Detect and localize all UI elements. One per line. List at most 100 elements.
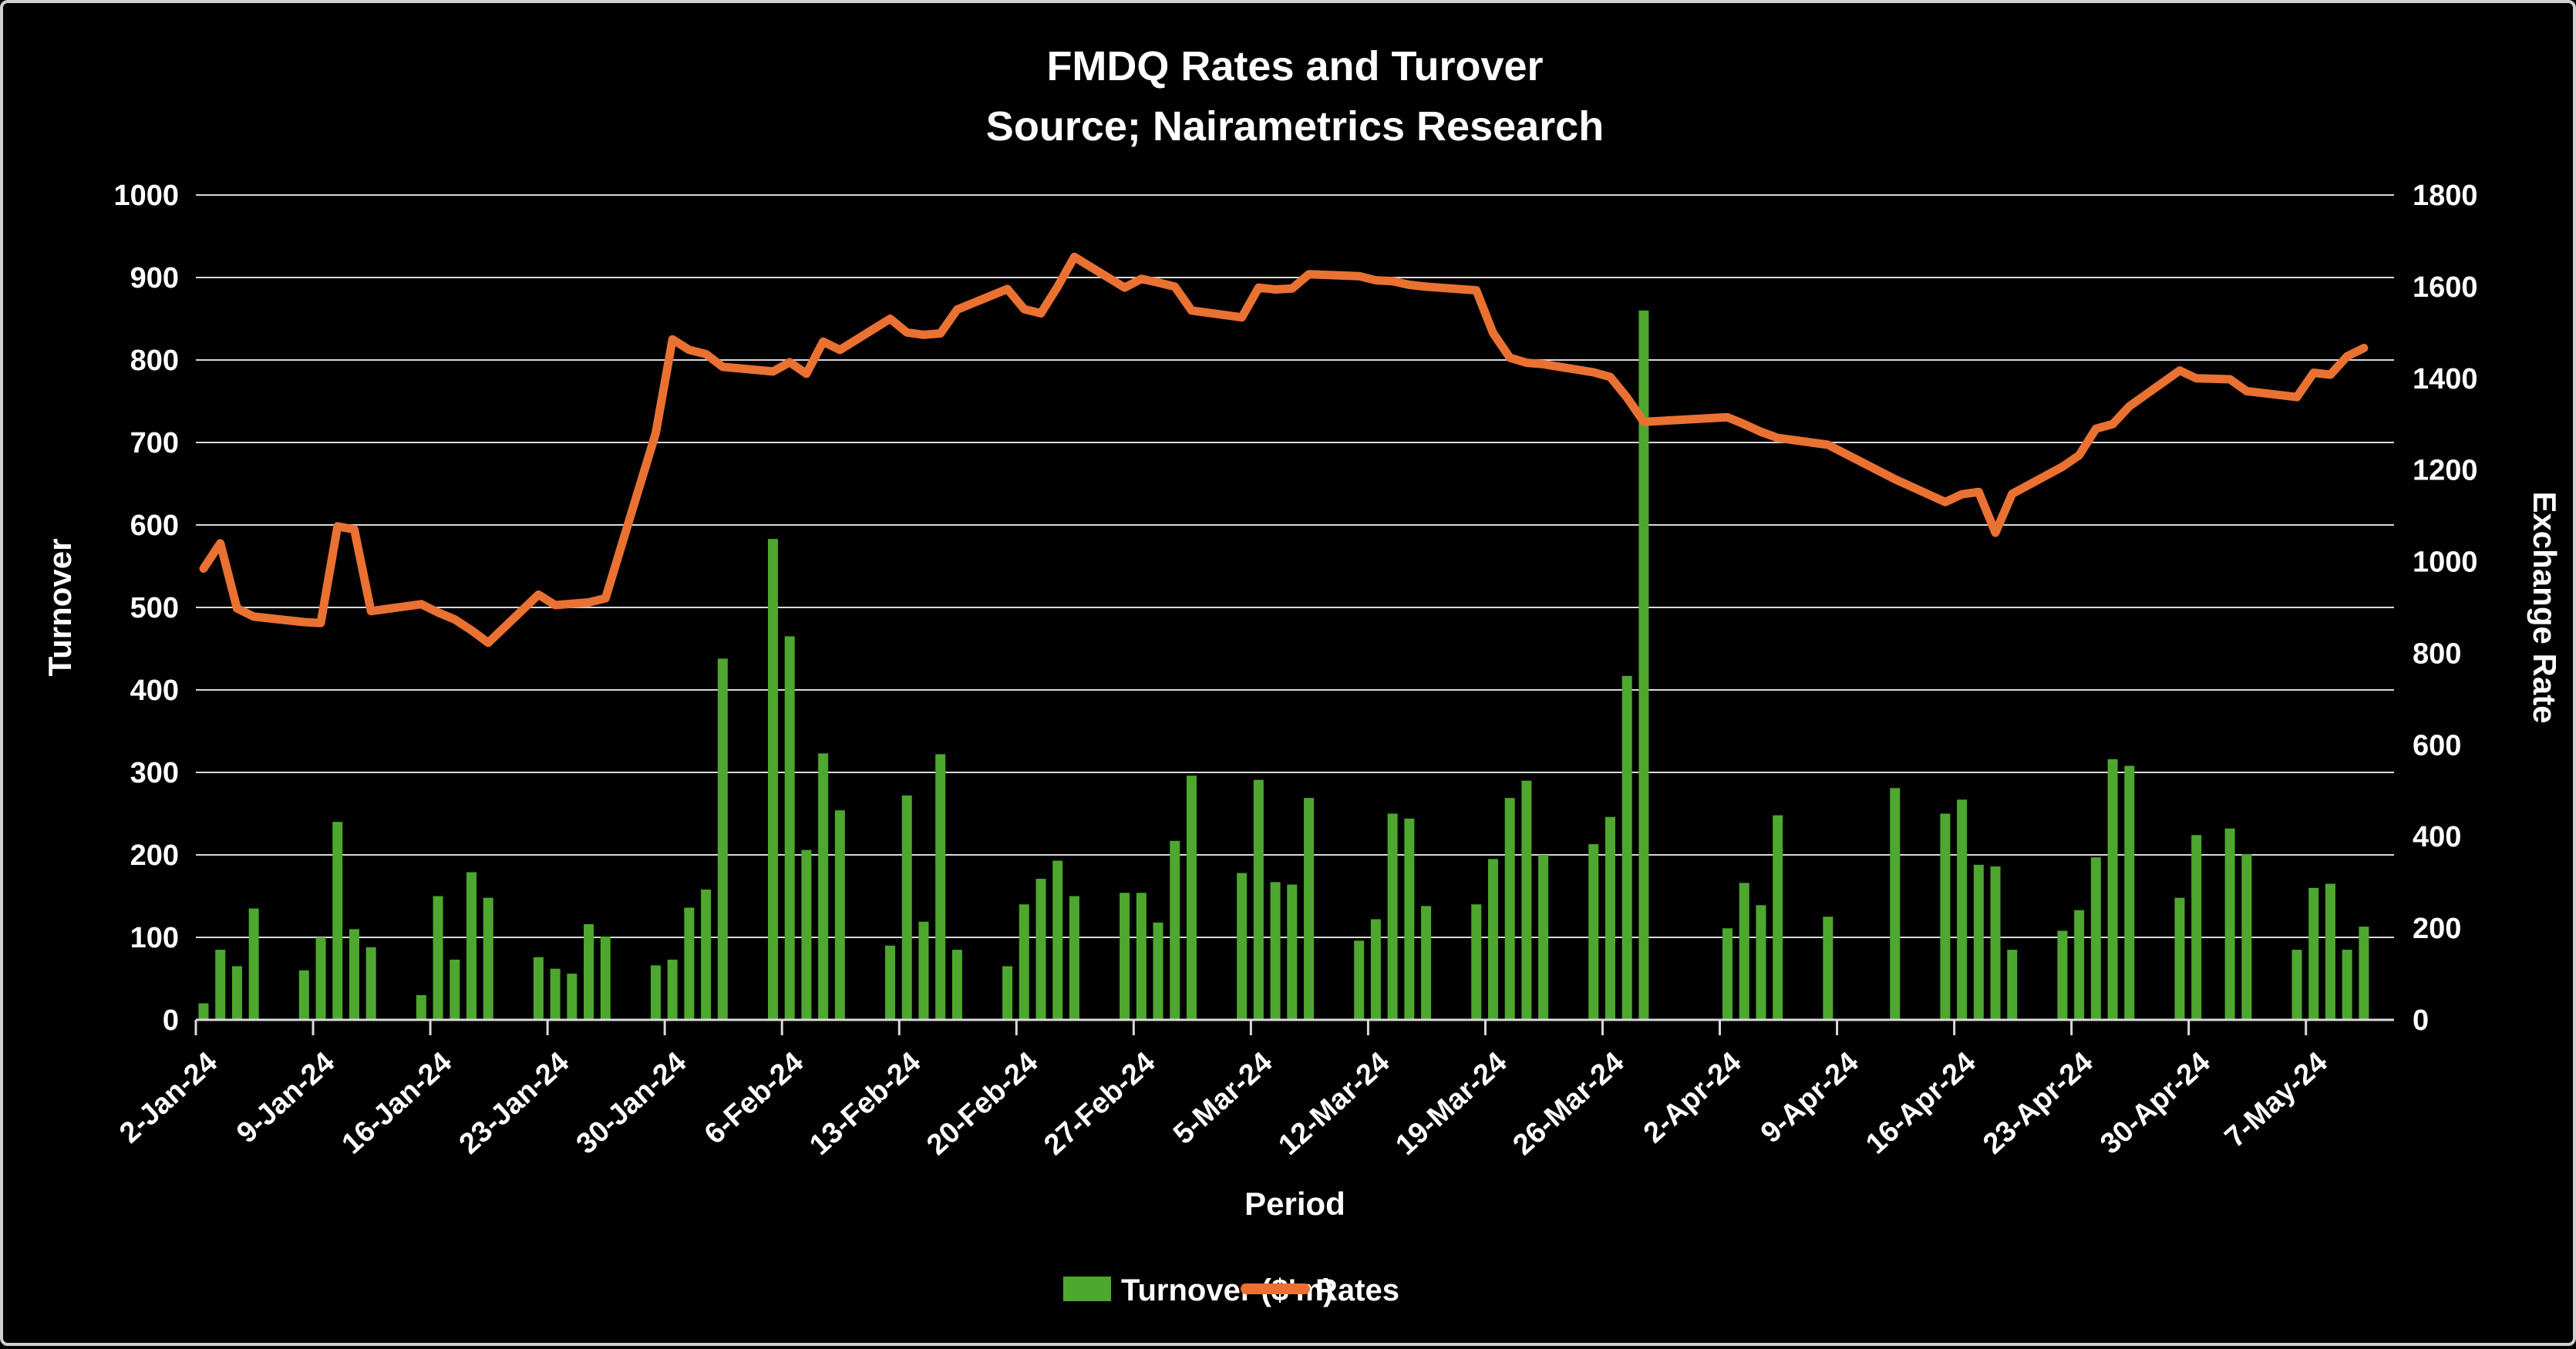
left-axis-tick-label: 300 <box>130 757 179 789</box>
right-axis-tick-label: 1800 <box>2413 180 2478 212</box>
turnover-bar <box>1471 904 1482 1020</box>
turnover-bar <box>1890 788 1901 1020</box>
turnover-bar <box>2174 897 2185 1020</box>
turnover-bar <box>450 959 460 1020</box>
x-axis-title: Period <box>1244 1186 1345 1222</box>
turnover-bar <box>1052 860 1063 1020</box>
right-axis-tick-label: 400 <box>2413 821 2461 853</box>
x-axis-tick-label: 30-Jan-24 <box>571 1046 692 1161</box>
left-axis-tick-label: 700 <box>130 427 179 459</box>
turnover-bar <box>901 795 912 1020</box>
turnover-bar <box>701 889 712 1020</box>
left-axis-tick-label: 800 <box>130 345 179 377</box>
turnover-bar <box>1370 919 1381 1020</box>
turnover-bar <box>1940 813 1951 1020</box>
turnover-bar <box>567 974 577 1020</box>
turnover-bar <box>1170 840 1180 1020</box>
turnover-bar <box>1722 928 1733 1020</box>
turnover-bar <box>1153 922 1163 1020</box>
x-axis-tick-label: 20-Feb-24 <box>921 1046 1044 1162</box>
turnover-bar <box>1019 904 1029 1020</box>
turnover-bar <box>1287 884 1298 1020</box>
turnover-bar <box>349 929 359 1020</box>
turnover-bar <box>433 896 443 1020</box>
right-axis-tick-label: 1000 <box>2413 547 2478 579</box>
turnover-bar <box>1304 798 1315 1020</box>
turnover-bar <box>1421 906 1432 1020</box>
left-axis-tick-label: 600 <box>130 510 179 542</box>
turnover-bar <box>2342 950 2352 1020</box>
left-axis-tick-label: 0 <box>163 1004 179 1037</box>
turnover-bars <box>198 310 2369 1020</box>
turnover-bar <box>2325 883 2335 1020</box>
turnover-bar <box>1588 844 1599 1020</box>
turnover-bar <box>1538 855 1549 1020</box>
turnover-bar <box>885 945 896 1020</box>
right-axis-tick-label: 200 <box>2413 913 2461 945</box>
turnover-bar <box>215 950 226 1020</box>
x-axis-tick-label: 12-Mar-24 <box>1272 1046 1396 1162</box>
rates-line <box>199 252 2369 648</box>
left-axis-tick-label: 1000 <box>113 180 179 212</box>
x-axis-tick-label: 16-Apr-24 <box>1860 1046 1982 1161</box>
turnover-bar <box>1270 882 1281 1020</box>
turnover-bar <box>1387 813 1398 1020</box>
legend: Turnover ($'m)Rates <box>1063 1273 1399 1307</box>
fmdq-rates-turnover-chart: 0 100 200 300 400 500 600 700 800 900 1000 0 200 400 6… <box>42 43 2563 1307</box>
right-axis-tick-label: 1400 <box>2413 363 2478 395</box>
turnover-bar <box>198 1003 209 1020</box>
turnover-bar <box>935 754 946 1020</box>
turnover-bar <box>1973 864 1984 1020</box>
x-axis-tick-label: 23-Apr-24 <box>1977 1046 2099 1161</box>
turnover-bar <box>667 959 678 1020</box>
turnover-bar <box>1354 940 1365 1020</box>
x-tick-labels: 2-Jan-24 9-Jan-2416-Jan-2423-Jan-2430-Jan… <box>113 1046 2333 1162</box>
left-axis-tick-label: 400 <box>130 674 179 707</box>
chart-subtitle: Source; Nairametrics Research <box>986 103 1604 150</box>
x-axis-tick-label: 7-May-24 <box>2219 1046 2334 1154</box>
x-axis-tick-label: 19-Mar-24 <box>1389 1046 1513 1162</box>
turnover-bar <box>684 907 695 1020</box>
right-axis-tick-label: 0 <box>2413 1004 2429 1037</box>
x-axis-tick-label: 5-Mar-24 <box>1167 1046 1278 1151</box>
turnover-bar <box>1504 798 1515 1020</box>
turnover-bar <box>2241 853 2252 1020</box>
turnover-bar <box>550 968 561 1020</box>
turnover-bar <box>332 822 343 1020</box>
turnover-bar <box>1035 879 1046 1020</box>
turnover-bar <box>466 872 477 1020</box>
legend-turnover-swatch <box>1063 1277 1111 1301</box>
right-axis-tick-label: 800 <box>2413 637 2461 670</box>
turnover-bar <box>1253 779 1264 1020</box>
turnover-bar <box>2291 950 2302 1020</box>
x-axis-tick-label: 27-Feb-24 <box>1038 1046 1161 1162</box>
turnover-bar <box>1487 859 1498 1020</box>
turnover-bar <box>365 947 376 1020</box>
turnover-bar <box>2107 759 2118 1020</box>
turnover-bar <box>584 923 594 1020</box>
turnover-bar <box>483 897 493 1020</box>
turnover-bar <box>2124 765 2135 1020</box>
turnover-bar <box>1136 893 1147 1020</box>
turnover-bar <box>1990 866 2001 1020</box>
turnover-bar <box>1404 818 1415 1020</box>
x-axis-tick-label: 13-Feb-24 <box>803 1046 927 1162</box>
turnover-bar <box>650 965 661 1020</box>
x-axis-tick-label: 26-Mar-24 <box>1507 1046 1631 1162</box>
x-axis-tick-label: 23-Jan-24 <box>453 1046 575 1161</box>
turnover-bar <box>2090 857 2101 1020</box>
turnover-bar <box>1957 799 1968 1020</box>
turnover-bar <box>231 966 242 1020</box>
x-axis-tick-label: 16-Jan-24 <box>336 1046 458 1161</box>
turnover-bar <box>533 957 544 1020</box>
turnover-bar <box>717 658 728 1020</box>
left-axis-tick-label: 200 <box>130 839 179 872</box>
right-axis-tick-label: 600 <box>2413 729 2461 762</box>
turnover-bar <box>2308 887 2319 1020</box>
left-tick-labels: 0 100 200 300 400 500 600 700 800 900 1000 <box>113 180 179 1037</box>
turnover-bar <box>784 636 795 1020</box>
turnover-bar <box>2057 930 2068 1020</box>
turnover-bar <box>1739 883 1749 1020</box>
x-axis-tick-label: 30-Apr-24 <box>2094 1046 2216 1161</box>
